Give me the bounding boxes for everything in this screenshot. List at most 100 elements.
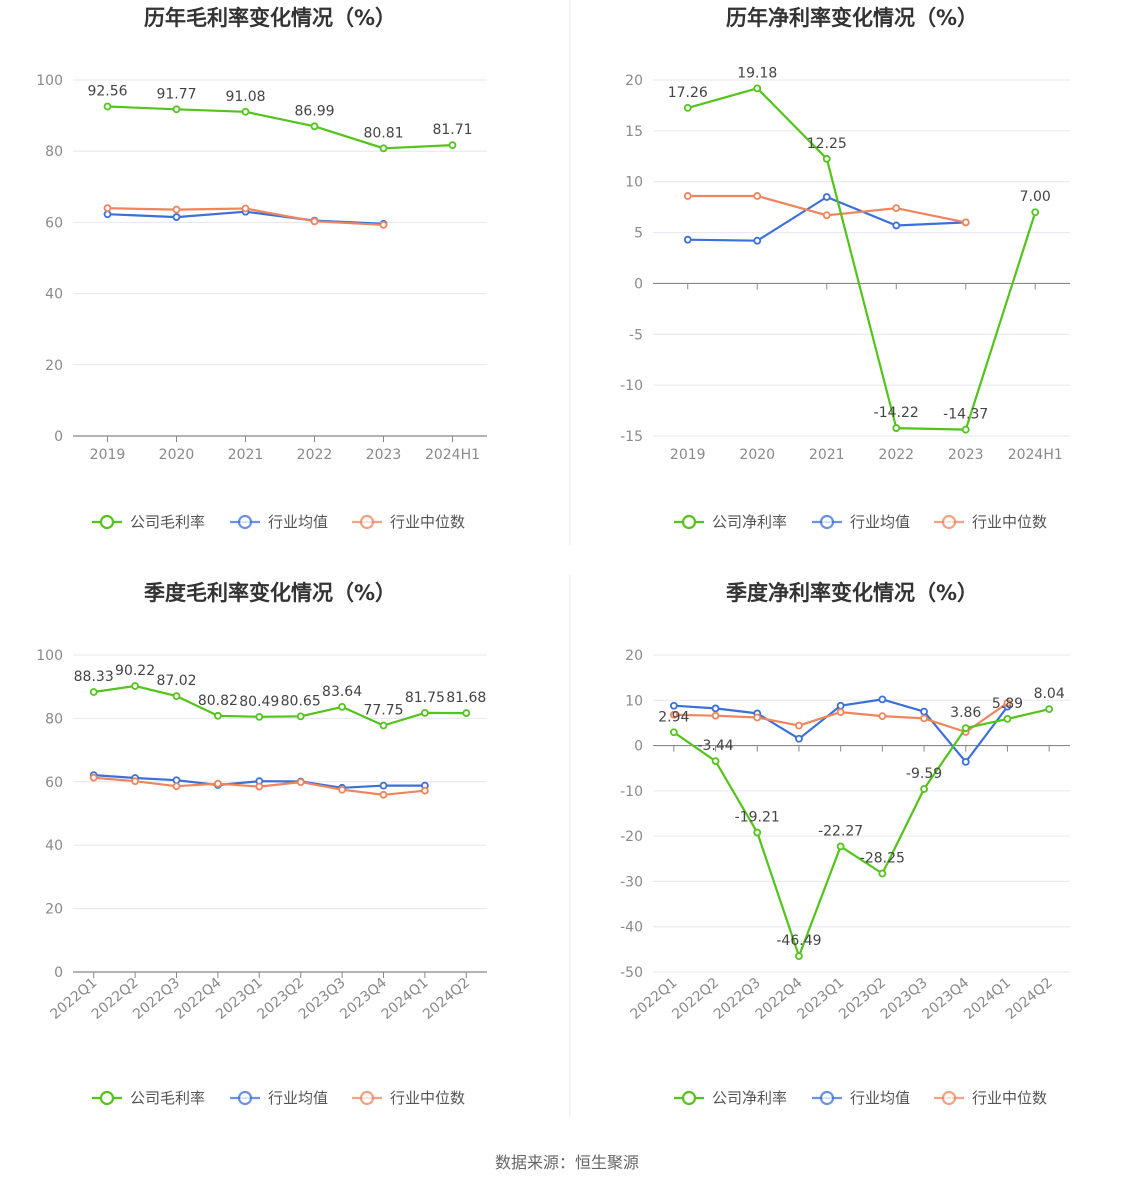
legend-swatch-marker <box>681 514 697 530</box>
legend-swatch-marker <box>941 1090 957 1106</box>
data-label: 7.00 <box>1020 189 1051 205</box>
chart-panel-2: 历年净利率变化情况（%） -15 -10 -5 0 5 10 15 20 2019 2020 2021… <box>620 6 1070 531</box>
legend-swatch-marker <box>359 514 375 530</box>
y-tick-label: 5 <box>634 226 643 242</box>
legend-label: 公司毛利率 <box>130 513 205 531</box>
data-point-median <box>310 217 319 226</box>
y-tick-label: 80 <box>45 144 63 160</box>
x-tick-label: 2022 <box>297 447 333 463</box>
data-point-avg <box>172 776 181 785</box>
data-label: 5.89 <box>992 696 1023 712</box>
x-tick-label: 2020 <box>739 447 775 463</box>
data-point-avg <box>683 235 692 244</box>
data-point-company <box>1031 208 1040 217</box>
data-point-company <box>683 103 692 112</box>
y-tick-label: -50 <box>620 965 643 981</box>
y-tick-label: 40 <box>45 287 63 303</box>
x-tick-label: 2019 <box>670 447 706 463</box>
data-point-company <box>379 721 388 730</box>
legend-swatch-marker <box>819 514 835 530</box>
y-tick-label: 100 <box>36 73 63 89</box>
data-point-company <box>213 711 222 720</box>
data-point-company <box>89 688 98 696</box>
data-point-median <box>172 782 181 791</box>
data-point-company <box>462 709 471 717</box>
legend-item-company[interactable]: 公司净利率 <box>674 1089 787 1107</box>
legend-item-median[interactable]: 行业中位数 <box>934 1089 1047 1107</box>
data-point-company <box>822 154 831 163</box>
legend-item-company[interactable]: 公司毛利率 <box>92 1089 205 1107</box>
data-label: 2.94 <box>658 709 689 725</box>
legend-item-company[interactable]: 公司净利率 <box>674 513 787 531</box>
legend-item-avg[interactable]: 行业均值 <box>812 1089 910 1107</box>
legend-item-median[interactable]: 行业中位数 <box>352 1089 465 1107</box>
data-point-company <box>255 712 264 721</box>
data-label: -22.27 <box>818 823 863 839</box>
legend-item-median[interactable]: 行业中位数 <box>352 513 465 531</box>
y-tick-label: 0 <box>634 739 643 755</box>
data-point-avg <box>892 221 901 230</box>
data-point-median <box>892 204 901 213</box>
data-label: 80.82 <box>198 693 238 709</box>
data-label: 12.25 <box>807 136 847 152</box>
data-point-company <box>172 692 181 701</box>
y-tick-label: -10 <box>620 378 643 394</box>
data-label: 80.81 <box>363 125 403 141</box>
data-label: 81.68 <box>446 690 486 706</box>
legend-label: 公司毛利率 <box>130 1089 205 1107</box>
data-label: -3.44 <box>697 738 733 754</box>
legend-item-median[interactable]: 行业中位数 <box>934 513 1047 531</box>
data-point-company <box>1045 705 1054 714</box>
data-point-company <box>892 424 901 432</box>
data-label: 87.02 <box>156 673 196 689</box>
x-tick-label: 2021 <box>809 447 845 463</box>
data-point-median <box>338 785 347 794</box>
y-tick-label: 0 <box>54 429 63 445</box>
chart-title: 历年毛利率变化情况（%） <box>144 6 396 30</box>
legend-swatch-marker <box>941 514 957 530</box>
data-point-company <box>961 724 970 732</box>
legend-label: 行业中位数 <box>390 513 465 531</box>
data-point-company <box>338 702 347 711</box>
legend-swatch-marker <box>237 514 253 530</box>
legend-item-company[interactable]: 公司毛利率 <box>92 513 205 531</box>
data-point-avg <box>669 701 678 710</box>
data-point-median <box>255 782 264 791</box>
data-point-company <box>172 105 181 114</box>
data-label: 19.18 <box>737 65 777 81</box>
legend-label: 公司净利率 <box>712 513 787 531</box>
data-point-avg <box>920 707 928 716</box>
data-point-avg <box>822 193 831 201</box>
x-tick-label: 2023 <box>948 447 984 463</box>
data-point-avg <box>103 210 112 219</box>
data-point-median <box>241 204 250 213</box>
data-label: 77.75 <box>363 703 403 719</box>
y-tick-label: 10 <box>625 693 643 709</box>
legend-swatch-marker <box>99 514 115 530</box>
chart-title: 季度净利率变化情况（%） <box>726 581 978 605</box>
data-point-avg <box>753 236 762 245</box>
legend-item-avg[interactable]: 行业均值 <box>812 513 910 531</box>
y-tick-label: 100 <box>36 648 63 664</box>
x-tick-label: 2021 <box>228 447 264 463</box>
data-point-median <box>89 773 98 782</box>
x-tick-label: 2022 <box>878 447 914 463</box>
data-label: -14.37 <box>943 407 988 423</box>
data-label: 81.75 <box>405 690 445 706</box>
data-point-median <box>683 192 692 200</box>
legend-label: 行业中位数 <box>972 513 1047 531</box>
data-point-company <box>961 425 970 434</box>
data-point-company <box>795 952 803 961</box>
legend-label: 行业均值 <box>268 1089 328 1107</box>
legend-item-avg[interactable]: 行业均值 <box>230 513 328 531</box>
data-point-median <box>822 211 831 220</box>
data-point-median <box>420 786 429 795</box>
data-label: -14.22 <box>874 405 919 421</box>
data-point-median <box>172 205 181 214</box>
legend-swatch-marker <box>681 1090 697 1106</box>
legend-swatch-marker <box>237 1090 253 1106</box>
data-point-median <box>711 711 720 720</box>
data-point-avg <box>711 704 720 713</box>
legend-item-avg[interactable]: 行业均值 <box>230 1089 328 1107</box>
